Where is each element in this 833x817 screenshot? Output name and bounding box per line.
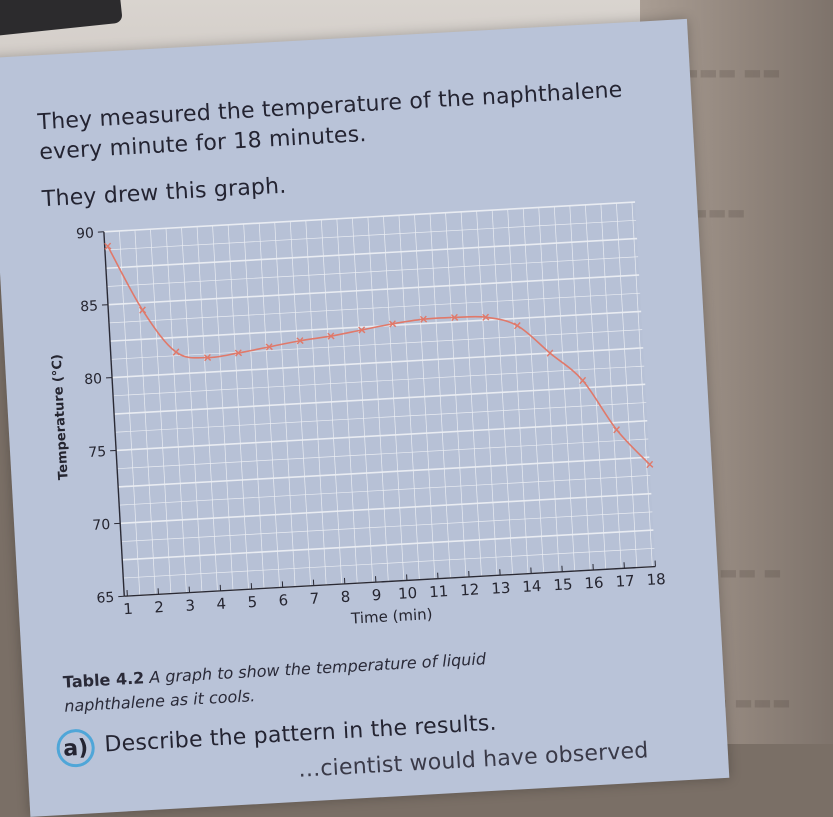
x-tick-label: 10 [398,584,418,603]
y-tick-label: 65 [96,590,115,607]
caption-text-1: A graph to show the temperature of liqui… [149,649,487,687]
question-letter-badge: a) [56,728,96,768]
x-tick-label: 16 [584,573,604,592]
x-tick-label: 13 [491,579,511,598]
x-tick-label: 14 [522,577,542,596]
x-tick-label: 2 [154,598,165,617]
y-tick-label: 85 [80,298,99,315]
x-tick-label: 7 [309,589,320,608]
x-tick-label: 1 [123,600,134,619]
x-axis-label: Time (min) [350,605,433,628]
figure-caption-line-2: naphthalene as it cools. [64,686,256,716]
x-tick-label: 12 [460,580,480,599]
y-tick-label: 75 [88,444,107,461]
x-tick-label: 18 [646,570,666,589]
x-tick-label: 15 [553,575,573,594]
y-axis-label: Temperature (°C) [50,354,72,481]
y-tick-label: 90 [76,225,95,242]
x-tick-label: 3 [185,596,196,615]
textbook-page: They measured the temperature of the nap… [0,19,729,817]
x-tick-label: 17 [615,572,635,591]
x-tick-label: 5 [247,593,258,612]
x-tick-label: 9 [371,586,382,605]
question-next-line-partial: …cientist would have observed [298,738,650,783]
x-tick-label: 4 [216,595,227,614]
x-tick-label: 8 [340,588,351,607]
figure-caption-line-1: Table 4.2 A graph to show the temperatur… [62,649,486,692]
x-tick-label: 6 [278,591,289,610]
x-tick-label: 11 [429,582,449,601]
y-tick-label: 70 [92,517,111,534]
faint-text: ▬▬▬ ▬▬ [680,60,781,84]
y-tick-label: 80 [84,371,103,388]
caption-label: Table 4.2 [62,668,144,692]
chart-grid [104,202,656,596]
